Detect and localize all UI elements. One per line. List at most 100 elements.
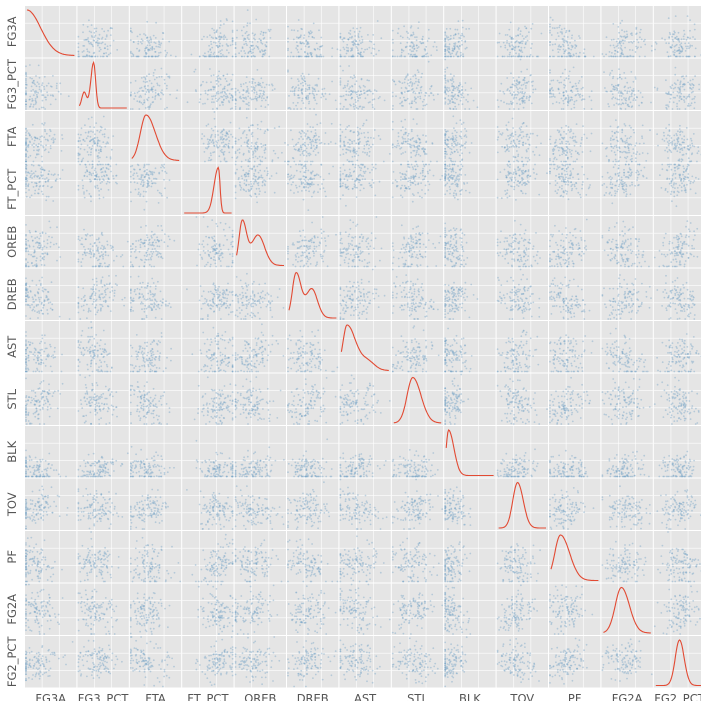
- scatter-point: [59, 82, 62, 85]
- scatter-point: [307, 31, 310, 33]
- scatter-point: [299, 132, 302, 135]
- scatter-point: [630, 160, 633, 163]
- scatter-point: [83, 193, 85, 195]
- scatter-point: [99, 148, 102, 151]
- scatter-point: [629, 54, 632, 57]
- scatter-point: [465, 46, 468, 49]
- scatter-point: [355, 142, 358, 145]
- scatter-point: [170, 54, 172, 57]
- scatter-point: [297, 141, 300, 144]
- scatter-point: [395, 95, 397, 98]
- scatter-point: [309, 30, 312, 32]
- scatter-point: [318, 135, 320, 138]
- scatter-point: [675, 146, 677, 148]
- scatter-point: [688, 96, 691, 98]
- scatter-point: [619, 73, 621, 76]
- scatter-point: [673, 30, 676, 33]
- scatter-point: [460, 54, 462, 57]
- scatter-point: [459, 99, 462, 102]
- scatter-point: [227, 136, 230, 139]
- scatter-point: [505, 124, 508, 127]
- scatter-point: [194, 89, 197, 91]
- scatter-point: [43, 122, 46, 124]
- scatter-point: [339, 55, 342, 58]
- scatter-point: [350, 55, 352, 58]
- scatter-point: [31, 181, 33, 184]
- scatter-point: [614, 132, 616, 135]
- scatter-point: [510, 37, 513, 39]
- scatter-point: [264, 52, 267, 54]
- scatter-point: [467, 93, 469, 96]
- scatter-point: [115, 174, 117, 177]
- scatter-point: [601, 142, 604, 145]
- scatter-point: [277, 156, 280, 159]
- scatter-point: [514, 41, 517, 44]
- scatter-point: [219, 36, 222, 38]
- scatter-point: [217, 98, 220, 101]
- scatter-point: [452, 95, 455, 98]
- scatter-point: [129, 30, 132, 32]
- scatter-point: [447, 103, 449, 105]
- scatter-point: [614, 49, 616, 52]
- scatter-point: [302, 84, 305, 87]
- scatter-point: [678, 52, 681, 55]
- scatter-point: [299, 35, 302, 38]
- scatter-point: [444, 97, 447, 100]
- scatter-point: [297, 149, 300, 152]
- scatter-point: [347, 50, 349, 53]
- scatter-point: [405, 170, 408, 173]
- scatter-point: [308, 136, 311, 139]
- scatter-point: [409, 181, 412, 184]
- scatter-point: [103, 47, 106, 50]
- scatter-point: [415, 36, 418, 38]
- scatter-point: [96, 144, 99, 146]
- scatter-point: [536, 55, 538, 58]
- scatter-point: [422, 174, 424, 177]
- scatter-point: [266, 170, 269, 173]
- scatter-point: [307, 46, 310, 48]
- scatter-point: [214, 36, 217, 39]
- scatter-point: [671, 144, 673, 146]
- scatter-point: [98, 46, 101, 49]
- scatter-point: [464, 82, 467, 84]
- scatter-point: [340, 185, 342, 188]
- scatter-point: [561, 72, 564, 75]
- scatter-point: [681, 85, 684, 88]
- scatter-point: [45, 84, 48, 87]
- scatter-point: [516, 83, 519, 86]
- scatter-point: [143, 176, 146, 178]
- scatter-point: [668, 135, 671, 137]
- scatter-point: [518, 76, 520, 79]
- scatter-point: [250, 142, 253, 144]
- scatter-point: [25, 71, 27, 74]
- scatter-point: [688, 55, 691, 58]
- scatter-point: [359, 53, 362, 56]
- scatter-point: [522, 83, 525, 86]
- scatter-point: [448, 51, 451, 54]
- scatter-point: [412, 75, 415, 78]
- cell-FT_PCT-DREB: [287, 163, 339, 215]
- scatter-point: [306, 43, 308, 46]
- scatter-point: [611, 69, 613, 72]
- scatter-point: [92, 45, 94, 48]
- scatter-point: [625, 30, 628, 33]
- scatter-point: [90, 43, 93, 45]
- scatter-point: [80, 143, 83, 146]
- scatter-point: [411, 193, 414, 195]
- scatter-point: [403, 25, 405, 28]
- scatter-point: [253, 174, 255, 177]
- scatter-point: [521, 122, 524, 125]
- scatter-point: [297, 78, 299, 80]
- scatter-point: [301, 143, 304, 146]
- scatter-point: [625, 55, 628, 58]
- scatter-point: [402, 49, 405, 52]
- scatter-point: [89, 153, 92, 156]
- scatter-point: [315, 55, 318, 58]
- scatter-point: [514, 142, 516, 145]
- scatter-point: [512, 48, 514, 50]
- scatter-point: [500, 99, 502, 102]
- scatter-point: [40, 190, 43, 193]
- scatter-point: [210, 127, 213, 130]
- scatter-point: [49, 85, 52, 88]
- scatter-point: [619, 47, 622, 49]
